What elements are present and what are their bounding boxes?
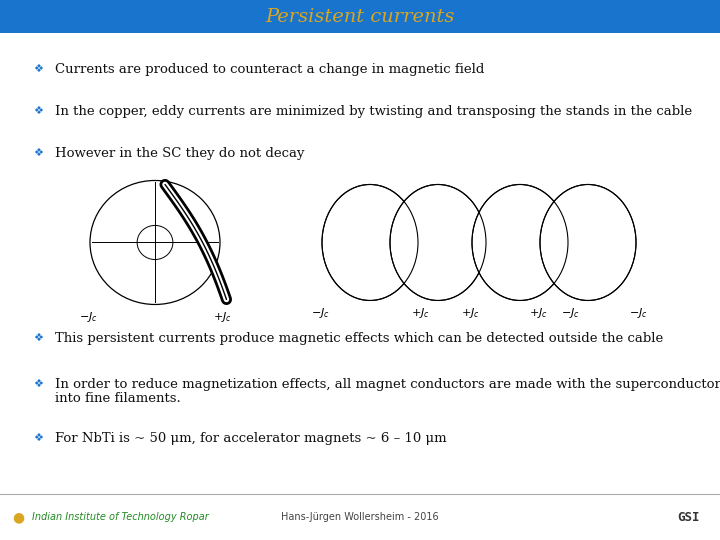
Ellipse shape xyxy=(540,185,636,300)
Text: $-J_c$: $-J_c$ xyxy=(629,307,647,320)
Ellipse shape xyxy=(90,180,220,305)
Text: Indian Institute of Technology Ropar: Indian Institute of Technology Ropar xyxy=(32,512,209,522)
Text: $+J_c$: $+J_c$ xyxy=(410,307,429,320)
Text: into fine filaments.: into fine filaments. xyxy=(55,393,181,406)
Text: This persistent currents produce magnetic effects which can be detected outside : This persistent currents produce magneti… xyxy=(55,333,663,346)
Text: In order to reduce magnetization effects, all magnet conductors are made with th: In order to reduce magnetization effects… xyxy=(55,379,720,392)
Text: Hans-Jürgen Wollersheim - 2016: Hans-Jürgen Wollersheim - 2016 xyxy=(282,512,438,522)
Text: Persistent currents: Persistent currents xyxy=(265,8,455,26)
Text: ●: ● xyxy=(12,510,24,524)
Text: ❖: ❖ xyxy=(33,433,43,442)
Text: GSI: GSI xyxy=(678,510,700,524)
Ellipse shape xyxy=(390,185,486,300)
Text: $+J_c$: $+J_c$ xyxy=(212,310,231,325)
Ellipse shape xyxy=(322,185,418,300)
Ellipse shape xyxy=(137,225,173,260)
Text: For NbTi is ~ 50 μm, for accelerator magnets ~ 6 – 10 μm: For NbTi is ~ 50 μm, for accelerator mag… xyxy=(55,433,446,446)
Text: $-J_c$: $-J_c$ xyxy=(561,307,580,320)
Bar xyxy=(0,0,720,33)
Text: ❖: ❖ xyxy=(33,147,43,158)
Bar xyxy=(155,179,224,307)
Text: $+J_c$: $+J_c$ xyxy=(528,307,547,320)
Bar xyxy=(86,179,155,307)
Text: ❖: ❖ xyxy=(33,105,43,116)
Text: $+J_c$: $+J_c$ xyxy=(461,307,480,320)
Ellipse shape xyxy=(472,185,568,300)
Text: ❖: ❖ xyxy=(33,64,43,73)
Text: $-J_c$: $-J_c$ xyxy=(78,310,97,325)
Text: However in the SC they do not decay: However in the SC they do not decay xyxy=(55,147,305,160)
Text: In the copper, eddy currents are minimized by twisting and transposing the stand: In the copper, eddy currents are minimiz… xyxy=(55,105,692,118)
Text: $-J_c$: $-J_c$ xyxy=(310,307,329,320)
Text: Currents are produced to counteract a change in magnetic field: Currents are produced to counteract a ch… xyxy=(55,64,485,77)
Text: ❖: ❖ xyxy=(33,333,43,342)
Text: ❖: ❖ xyxy=(33,379,43,388)
